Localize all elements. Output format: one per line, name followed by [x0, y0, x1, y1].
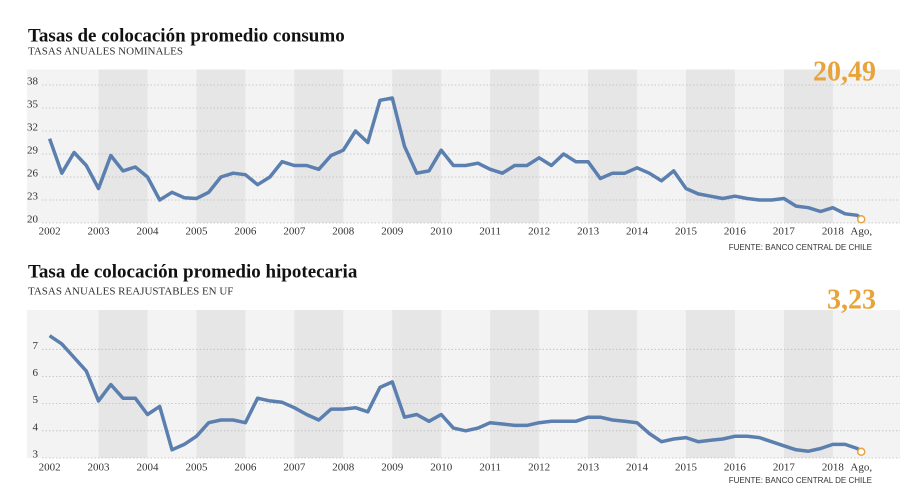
x-tick-label: 2011	[479, 462, 501, 474]
x-tick-label: 2017	[773, 226, 796, 238]
year-band	[588, 310, 638, 458]
x-tick-label: Ago,	[850, 226, 872, 238]
end-value-label: 20,49	[813, 56, 876, 87]
x-tick-label: 2010	[430, 226, 453, 238]
year-band	[294, 310, 344, 458]
end-point	[856, 214, 866, 224]
x-tick-label: 2012	[528, 226, 550, 238]
x-tick-label: 2009	[381, 462, 404, 474]
x-tick-label: 2017	[773, 462, 796, 474]
x-tick-label: 2006	[234, 462, 257, 474]
chart-subtitle: TASAS ANUALES NOMINALES	[28, 46, 183, 58]
x-tick-label: 2015	[675, 226, 698, 238]
year-band	[685, 310, 735, 458]
x-tick-label: 2016	[724, 462, 747, 474]
x-tick-label: 2018	[822, 226, 845, 238]
x-tick-label: 2008	[332, 462, 355, 474]
x-tick-label: 2016	[724, 226, 747, 238]
year-band	[98, 69, 148, 223]
year-band	[588, 69, 638, 223]
year-band	[392, 310, 442, 458]
x-tick-label: 2003	[88, 226, 111, 238]
x-tick-label: 2012	[528, 462, 550, 474]
y-tick-label: 7	[33, 340, 39, 352]
chart-title: Tasa de colocación promedio hipotecaria	[28, 261, 358, 282]
x-tick-label: 2013	[577, 462, 600, 474]
x-tick-label: 2011	[479, 226, 501, 238]
x-tick-label: 2018	[822, 462, 845, 474]
y-tick-label: 3	[33, 449, 39, 461]
year-band	[294, 69, 344, 223]
year-band	[783, 310, 833, 458]
y-tick-label: 35	[27, 99, 39, 111]
end-value-label: 3,23	[827, 284, 876, 315]
x-tick-label: 2013	[577, 226, 600, 238]
y-tick-label: 32	[27, 122, 38, 134]
x-tick-label: 2005	[185, 226, 208, 238]
year-band	[490, 69, 540, 223]
x-tick-label: 2014	[626, 226, 649, 238]
year-band	[196, 310, 246, 458]
x-tick-label: 2006	[234, 226, 257, 238]
y-tick-label: 5	[33, 394, 39, 406]
y-tick-label: 29	[27, 145, 39, 157]
chart-title: Tasas de colocación promedio consumo	[28, 25, 345, 46]
year-band	[392, 69, 442, 223]
x-tick-label: 2008	[332, 226, 355, 238]
x-tick-label: 2010	[430, 462, 453, 474]
chart-subtitle: TASAS ANUALES REAJUSTABLES EN UF	[28, 286, 233, 298]
x-tick-label: Ago,	[850, 462, 872, 474]
x-tick-label: 2002	[39, 462, 61, 474]
series-line	[48, 334, 863, 454]
plot-background	[27, 69, 900, 223]
y-tick-label: 38	[27, 76, 39, 88]
year-band	[783, 69, 833, 223]
y-tick-label: 4	[33, 421, 39, 433]
year-band	[196, 69, 246, 223]
x-tick-label: 2015	[675, 462, 698, 474]
x-tick-label: 2004	[136, 226, 159, 238]
x-tick-label: 2014	[626, 462, 649, 474]
year-band	[98, 310, 148, 458]
x-tick-label: 2004	[136, 462, 159, 474]
x-tick-label: 2002	[39, 226, 61, 238]
x-tick-label: 2007	[283, 226, 306, 238]
x-tick-label: 2007	[283, 462, 306, 474]
y-tick-label: 26	[27, 168, 39, 180]
y-tick-label: 23	[27, 191, 39, 203]
x-tick-label: 2003	[88, 462, 111, 474]
plot-background	[27, 310, 900, 458]
series-line	[47, 96, 863, 221]
y-tick-label: 20	[27, 214, 39, 226]
x-tick-label: 2005	[185, 462, 208, 474]
x-tick-label: 2009	[381, 226, 404, 238]
source: FUENTE: BANCO CENTRAL DE CHILE	[729, 243, 872, 252]
end-point	[856, 447, 866, 457]
y-tick-label: 6	[33, 367, 39, 379]
year-band	[490, 310, 540, 458]
source: FUENTE: BANCO CENTRAL DE CHILE	[729, 476, 872, 485]
